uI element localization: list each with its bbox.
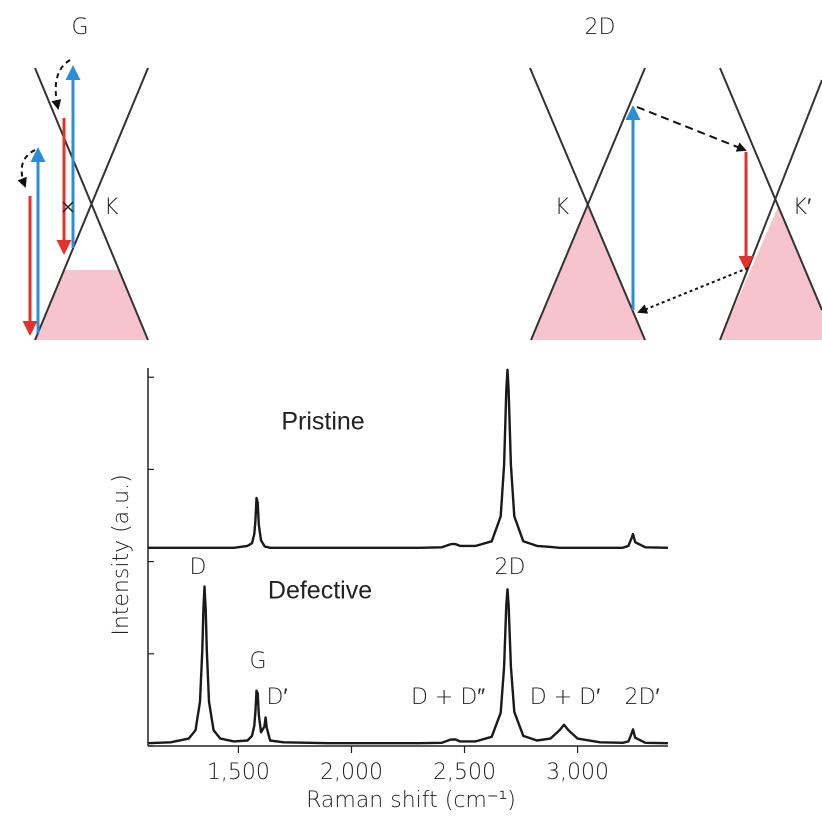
point-label: K: [555, 195, 570, 220]
series-label: Defective: [268, 577, 372, 605]
spectrum-line: [147, 585, 669, 745]
x-tick-label: 3,000: [546, 760, 609, 785]
panel-title: 2D: [585, 15, 616, 40]
x-tick-label: 2,500: [433, 760, 496, 785]
2d-diagram: 2D K K′: [529, 15, 822, 341]
peak-label: G: [249, 649, 266, 674]
spectrum-line: [148, 368, 669, 549]
series-label: Pristine: [281, 408, 364, 436]
peak-label: D + D″: [411, 685, 485, 710]
x-tick-label: 2,000: [320, 760, 383, 785]
g-diagram: G K: [17, 15, 149, 341]
point-label: K: [104, 195, 119, 220]
point-label: K′: [793, 195, 812, 220]
peak-label: D + D′: [530, 685, 600, 710]
peak-label: 2D′: [624, 685, 659, 710]
x-tick-label: 1,500: [207, 760, 270, 785]
spectrum-chart: Raman shift (cm⁻¹) Intensity (a.u.) 1,50…: [109, 368, 669, 813]
peak-label: 2D: [495, 555, 526, 580]
panel-title: G: [71, 15, 88, 40]
y-axis-label: Intensity (a.u.): [109, 474, 134, 635]
peak-label: D: [190, 555, 207, 580]
x-axis-label: Raman shift (cm⁻¹): [306, 788, 516, 813]
peak-label: D′: [266, 685, 287, 710]
